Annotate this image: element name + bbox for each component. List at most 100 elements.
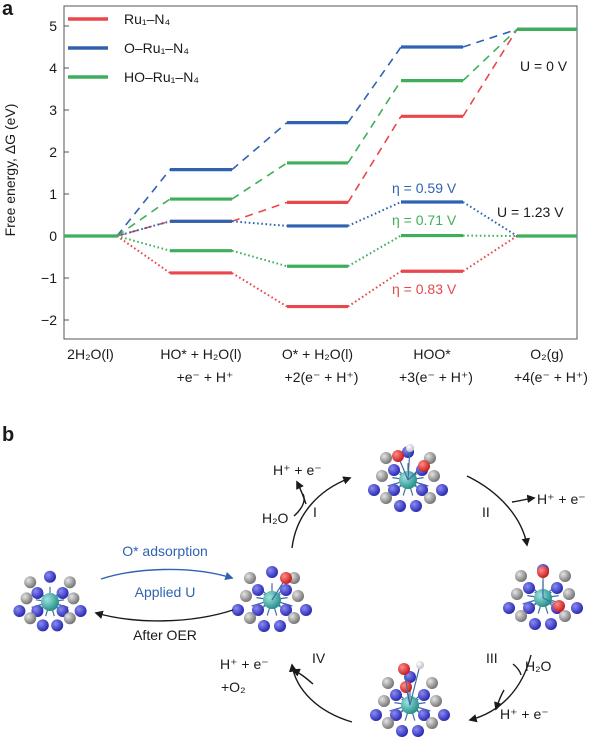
x-category-sublabel: +2(e⁻ + H⁺) [285, 369, 359, 385]
connector-ru1-n4-u0 [462, 28, 518, 117]
step-iv-numeral: IV [312, 650, 326, 666]
o-o-ru1-n4-structure [503, 564, 583, 630]
step-iii-in: H₂O [525, 658, 552, 674]
nitrogen-atom [390, 709, 402, 721]
nitrogen-atom [31, 587, 44, 599]
y-tick-label: 5 [49, 18, 57, 34]
carbon-atom [511, 588, 523, 600]
step-i-in: H₂O [262, 510, 289, 526]
carbon-atom [515, 610, 527, 622]
carbon-atom [240, 590, 252, 602]
legend-label-o-ru1-n4: O–Ru₁–N₄ [124, 40, 189, 56]
chart-area: −2 −1 0 1 2 3 4 5 2H₂O(l) HO* + H₂O(l) +e⁻ + H⁺ O*… [41, 5, 588, 385]
connector-o-ru1-n4-u123 [116, 220, 171, 237]
arrow-step-iii [468, 654, 532, 723]
annotation-eta-ho-ru1-n4: η = 0.71 V [392, 212, 457, 228]
panel-a-label: a [2, 0, 14, 20]
arrow-step-i [291, 476, 352, 549]
carbon-atom [376, 470, 388, 482]
carbon-atom [67, 592, 80, 605]
bond [403, 668, 411, 706]
nitrogen-atom [523, 582, 535, 594]
step-iii-out: H⁺ + e⁻ [500, 706, 549, 722]
nitrogen-atom [388, 464, 400, 476]
connector-ru1-n4-u123 [116, 235, 171, 274]
carbon-atom [559, 610, 571, 622]
nitrogen-atom [74, 605, 87, 617]
nitrogen-atom [300, 604, 312, 616]
branch-iv-out [291, 668, 314, 685]
nitrogen-atom [370, 709, 382, 721]
carbon-atom [63, 576, 76, 589]
carbon-atom [382, 717, 394, 729]
nitrogen-atom [36, 619, 49, 632]
legend-label-ru1-n4: Ru₁–N₄ [124, 11, 171, 27]
cycle-labels: O* adsorption Applied U After OER I H⁺ +… [122, 462, 585, 722]
bond [407, 447, 411, 481]
oxygen-atom [553, 600, 565, 612]
connector-ho-ru1-n4-u0 [231, 162, 288, 200]
x-category-label: HO* + H₂O(l) [160, 346, 241, 362]
nitrogen-atom [252, 604, 264, 616]
y-tick-label: 4 [49, 60, 57, 76]
connector-ru1-n4-u0 [347, 115, 402, 203]
arrow-step-ii [466, 475, 530, 547]
y-axis-label: Free energy, ΔG (eV) [2, 104, 18, 237]
arrow-after-oer [94, 609, 234, 622]
carbon-atom [244, 572, 256, 584]
connector-o-ru1-n4-u0 [231, 121, 288, 171]
oxygen-atom [537, 566, 549, 578]
carbon-atom [380, 452, 392, 464]
x-axis-labels: 2H₂O(l) HO* + H₂O(l) +e⁻ + H⁺ O* + H₂O(l) +2… [67, 346, 588, 385]
connector-o-ru1-n4-u0 [462, 28, 518, 48]
step-iv-out: H⁺ + e⁻ [220, 656, 269, 672]
carbon-atom [24, 576, 37, 589]
carbon-atom [426, 717, 438, 729]
nitrogen-atom [56, 587, 69, 599]
oxygen-atom [418, 460, 430, 472]
y-tick-label: 0 [49, 228, 57, 244]
nitrogen-atom [529, 618, 541, 630]
carbon-atom [430, 695, 442, 707]
branch-iii-in [512, 663, 522, 676]
oxygen-atom [398, 663, 410, 675]
step-i-numeral: I [313, 504, 317, 520]
carbon-atom [63, 612, 76, 625]
ho-o-ru1-n4-structure [368, 444, 448, 512]
nitrogen-atom [266, 566, 278, 578]
o-ru1-n4-structure [232, 566, 312, 632]
carbon-atom [426, 677, 438, 689]
ru1-n4-bare-structure [13, 570, 87, 632]
nitrogen-atom [280, 584, 292, 596]
ruthenium-atom [41, 593, 59, 611]
nitrogen-atom [232, 604, 244, 616]
carbon-atom [563, 588, 575, 600]
carbon-atom [428, 470, 440, 482]
y-tick-label: −1 [41, 270, 57, 286]
connector-o-ru1-n4-u123 [231, 220, 288, 227]
nitrogen-atom [551, 582, 563, 594]
y-tick-label: 3 [49, 102, 57, 118]
carbon-atom [515, 570, 527, 582]
branch-iii-out [494, 689, 505, 711]
nitrogen-atom [418, 689, 430, 701]
carbon-atom [380, 492, 392, 504]
oxygen-atom [280, 572, 292, 584]
connector-ho-ru1-n4-u0 [347, 80, 402, 164]
reaction-cycle [94, 475, 536, 723]
legend-label-ho-ru1-n4: HO–Ru₁–N₄ [124, 69, 199, 85]
carbon-atom [424, 492, 436, 504]
branch-i-in [293, 493, 305, 517]
step-ii-numeral: II [482, 504, 490, 520]
carbon-atom [559, 570, 571, 582]
x-category-label: 2H₂O(l) [67, 346, 114, 362]
annotation-eta-ru1-n4: η = 0.83 V [392, 281, 457, 297]
connector-ru1-n4-u123 [462, 235, 518, 273]
carbon-atom [382, 677, 394, 689]
panel-b-label: b [2, 424, 14, 446]
connector-ho-ru1-n4-u123 [116, 235, 171, 252]
step-iv-out-o2: +O₂ [221, 679, 246, 695]
step-iii-numeral: III [486, 650, 498, 666]
step-ii-out: H⁺ + e⁻ [537, 491, 586, 507]
